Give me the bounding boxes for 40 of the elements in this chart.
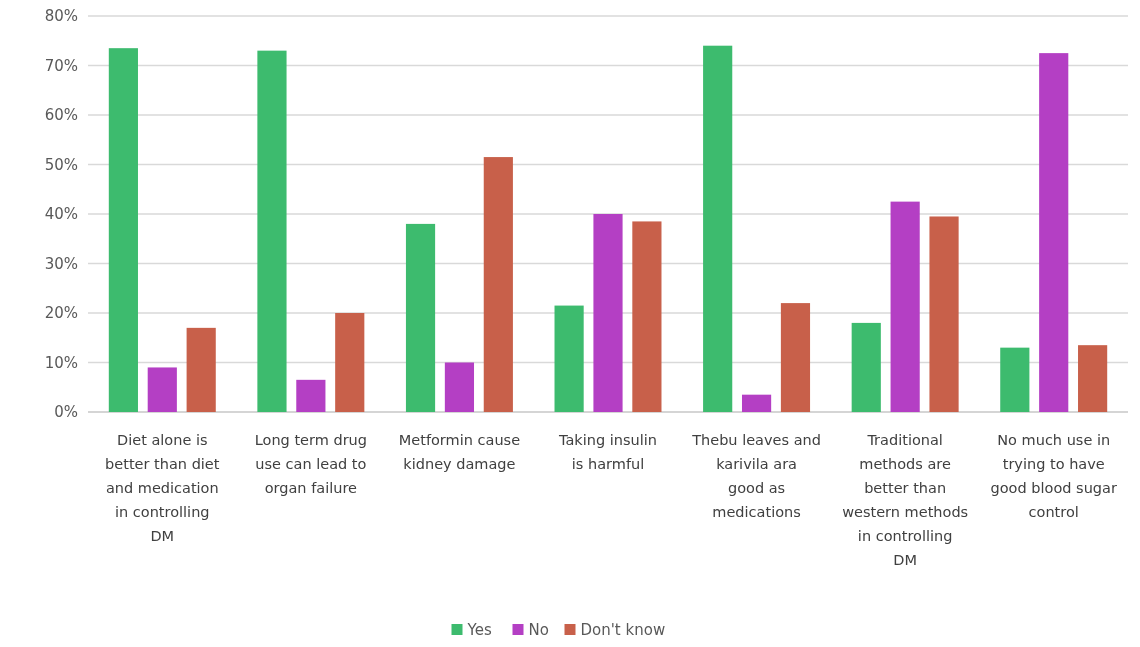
y-tick-label: 40%	[44, 205, 78, 224]
bar	[405, 223, 436, 412]
x-tick-label: Traditional methods are better than western methods in controlling DM	[842, 432, 969, 568]
legend-label: No	[528, 621, 549, 639]
legend-label: Don't know	[580, 621, 666, 639]
bar	[593, 214, 623, 412]
y-tick-label: 0%	[54, 403, 78, 422]
x-tick-label: No much use in trying to have good blood sugar control	[990, 432, 1117, 520]
y-tick-label: 50%	[44, 155, 78, 174]
bar	[335, 313, 365, 412]
bar	[147, 367, 177, 412]
bar	[703, 45, 733, 412]
bar	[632, 221, 662, 412]
bar	[851, 322, 881, 412]
bar	[186, 327, 216, 412]
x-tick-label: Metformin cause kidney damage	[398, 432, 521, 472]
bar	[1039, 53, 1069, 412]
bar	[1078, 345, 1108, 412]
bar	[890, 201, 920, 412]
bar	[108, 48, 138, 412]
bar	[780, 303, 811, 412]
y-tick-label: 70%	[44, 56, 78, 75]
x-tick-label: Diet alone is better than diet and medication in controlling DM	[105, 432, 220, 544]
x-tick-label: Long term drug use can lead to organ failure	[254, 432, 368, 496]
bar	[554, 305, 584, 412]
y-tick-label: 10%	[44, 353, 78, 372]
bar	[741, 394, 772, 412]
bar	[257, 50, 287, 412]
legend-label: Yes	[466, 621, 492, 639]
y-tick-label: 30%	[44, 254, 78, 273]
bar	[296, 379, 326, 412]
y-tick-label: 60%	[44, 106, 78, 125]
bar	[483, 157, 513, 412]
y-tick-label: 80%	[44, 7, 78, 26]
bar	[444, 362, 475, 412]
y-tick-label: 20%	[44, 304, 78, 323]
x-tick-label: Thebu leaves and karivila ara good as medications	[691, 432, 821, 520]
bar	[1000, 347, 1030, 412]
bar	[929, 216, 959, 412]
x-tick-label: Taking insulin is harmful	[558, 432, 657, 472]
